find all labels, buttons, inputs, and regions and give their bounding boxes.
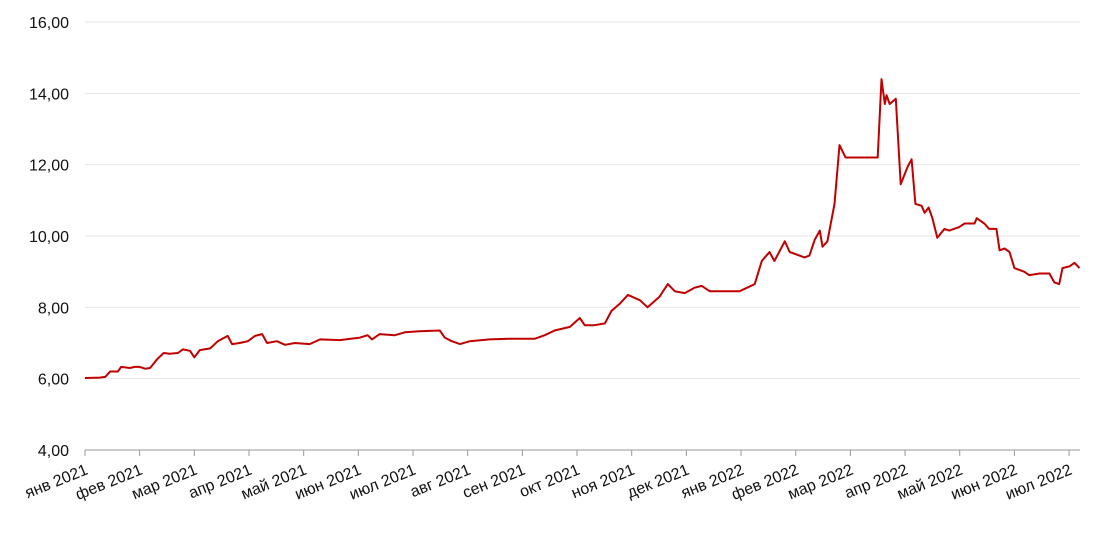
- line: [84, 78, 1081, 379]
- x-tick-label: ноя 2021: [569, 462, 637, 503]
- y-tick-label: 8,00: [38, 300, 69, 317]
- x-tick-label: сен 2021: [460, 462, 527, 502]
- y-tick-label: 6,00: [38, 372, 69, 389]
- y-tick-label: 12,00: [29, 158, 69, 175]
- y-tick-label: 4,00: [38, 443, 69, 460]
- y-tick-label: 16,00: [29, 15, 69, 32]
- y-tick-label: 10,00: [29, 229, 69, 246]
- y-tick-label: 14,00: [29, 86, 69, 103]
